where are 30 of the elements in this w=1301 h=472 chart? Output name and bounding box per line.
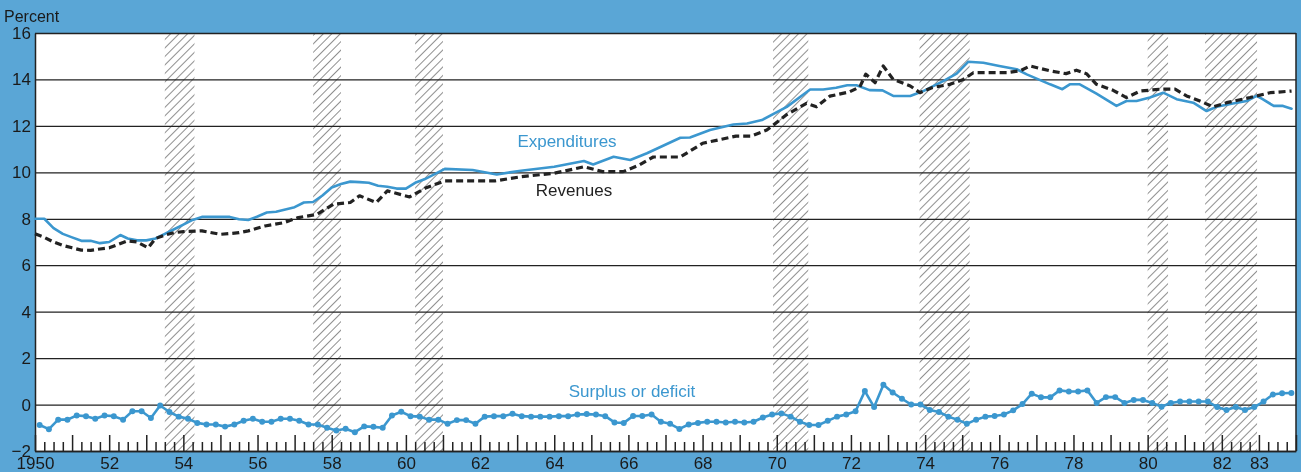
y-tick-label: 14 — [12, 70, 31, 90]
y-tick-label: 4 — [21, 302, 31, 322]
x-tick-label: 72 — [841, 454, 861, 472]
x-tick-label: 78 — [1064, 454, 1084, 472]
x-tick-label: 83 — [1249, 454, 1269, 472]
x-tick-label: 58 — [322, 454, 342, 472]
x-tick-label: 76 — [990, 454, 1010, 472]
series-label: Expenditures — [517, 131, 617, 151]
x-tick-label: 62 — [471, 454, 491, 472]
y-axis-title: Percent — [4, 8, 60, 25]
y-tick-label: 8 — [21, 209, 31, 229]
y-tick-label: 10 — [12, 163, 31, 183]
x-tick-label: 70 — [767, 454, 787, 472]
x-tick-label: 66 — [619, 454, 639, 472]
x-tick-label: 80 — [1138, 454, 1158, 472]
y-tick-label: 0 — [21, 395, 31, 415]
x-tick-label: 56 — [248, 454, 268, 472]
x-tick-label: 54 — [174, 454, 194, 472]
y-tick-label: 6 — [21, 256, 31, 276]
y-tick-label: 16 — [12, 23, 31, 43]
x-tick-label: 82 — [1212, 454, 1232, 472]
x-tick-label: 64 — [545, 454, 565, 472]
x-tick-label: 52 — [100, 454, 120, 472]
x-tick-label: 74 — [916, 454, 936, 472]
y-tick-label: 2 — [21, 349, 31, 369]
x-tick-label: 60 — [396, 454, 416, 472]
series-label: Surplus or deficit — [568, 381, 696, 401]
series-label: Revenues — [535, 180, 613, 200]
x-tick-label: 68 — [693, 454, 713, 472]
y-tick-label: 12 — [12, 116, 31, 136]
